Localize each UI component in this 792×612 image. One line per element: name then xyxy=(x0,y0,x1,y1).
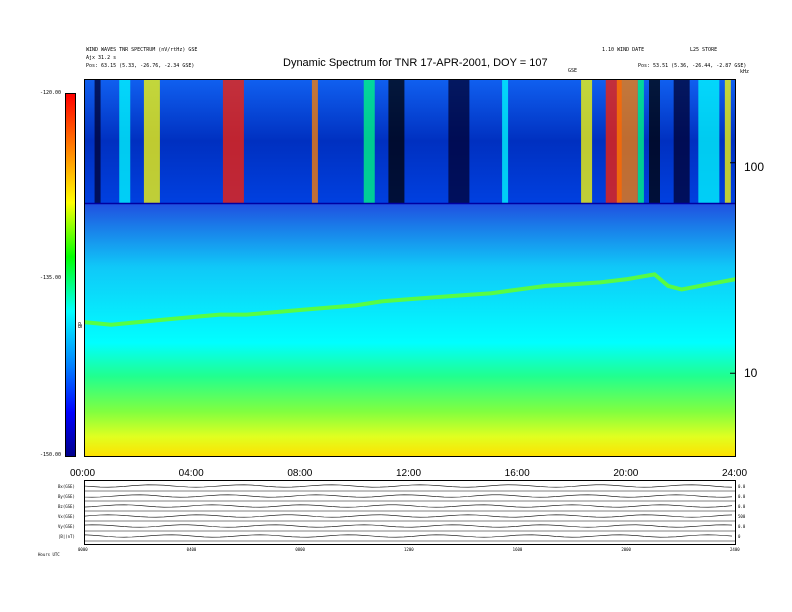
burst-mark xyxy=(673,79,690,204)
header-left-line1: WIND WAVES TNR SPECTRUM (nV/rtHz) GSE xyxy=(86,47,198,53)
burst-mark xyxy=(119,79,131,204)
colorbar-tick-bottom: -150.00 xyxy=(40,452,62,458)
panel-trace xyxy=(84,484,733,488)
colorbar-label: dB xyxy=(76,322,82,329)
y-unit-label: kHz xyxy=(740,69,750,75)
colorbar xyxy=(65,93,76,457)
panel-x-tick-label: 0400 xyxy=(186,547,197,552)
y-tick-label-100: 100 xyxy=(744,160,765,174)
burst-mark xyxy=(581,79,593,204)
x-tick-label: 20:00 xyxy=(613,468,639,479)
burst-mark xyxy=(363,79,375,204)
x-tick-label: 12:00 xyxy=(396,468,422,479)
panel-x-tick-label: 2400 xyxy=(730,547,740,552)
burst-mark xyxy=(143,79,160,204)
panel-label: By(GSE) xyxy=(58,494,75,499)
spectrogram-plot xyxy=(84,79,736,457)
panel-right-tick: 0.0 xyxy=(738,484,746,489)
x-tick-label: 04:00 xyxy=(178,468,204,479)
x-tick-label: 16:00 xyxy=(504,468,530,479)
panel-x-tick-label: 0000 xyxy=(78,547,88,552)
burst-mark xyxy=(724,79,731,204)
header-left-line2: Ajx 31.2 s xyxy=(86,55,117,61)
header-right-line1: 1.10 WIND DATE xyxy=(602,47,645,53)
parameter-panels xyxy=(84,480,736,545)
colorbar-tick-mid: -135.00 xyxy=(40,275,62,281)
burst-mark xyxy=(222,79,244,204)
panel-trace xyxy=(84,524,733,528)
header-left-line3: Pos: 63.15 (5.33, -26.76, -2.34 GSE) xyxy=(86,63,195,69)
header-mid-small: GSE xyxy=(568,68,578,74)
plasma-line-series xyxy=(84,272,736,327)
colorbar-tick-top: -120.00 xyxy=(40,90,62,96)
x-tick-label: 08:00 xyxy=(287,468,313,479)
panel-label: Vy(GSE) xyxy=(58,524,75,529)
burst-mark xyxy=(616,79,638,204)
panel-right-tick: 0.0 xyxy=(738,524,746,529)
panel-trace xyxy=(84,504,733,508)
panel-label: Bz(GSE) xyxy=(58,504,75,509)
panel-label: |B|(nT) xyxy=(58,534,75,539)
burst-mark xyxy=(94,79,101,204)
panel-trace xyxy=(84,534,733,538)
panel-label: Bx(GSE) xyxy=(58,484,75,489)
panel-right-tick: 500 xyxy=(738,514,746,519)
header-right-line3: Pos: 53.51 (5.36, -26.44, -2.87 GSE) xyxy=(638,63,747,69)
panel-trace xyxy=(84,494,733,498)
burst-mark xyxy=(649,79,660,204)
y-tick-label-10: 10 xyxy=(744,366,758,380)
burst-mark xyxy=(502,79,509,204)
panel-trace xyxy=(84,514,733,518)
footer-label: Hours UTC xyxy=(38,552,60,557)
panel-right-tick: 0.0 xyxy=(738,494,746,499)
burst-mark xyxy=(388,79,405,204)
x-tick-label: 00:00 xyxy=(70,468,96,479)
panel-right-tick: 0.0 xyxy=(738,504,746,509)
panel-x-tick-label: 0800 xyxy=(295,547,305,552)
panel-label: Vx(GSE) xyxy=(58,514,75,519)
x-tick-label: 24:00 xyxy=(722,468,748,479)
panel-x-tick-label: 1200 xyxy=(404,547,414,552)
burst-mark xyxy=(698,79,720,204)
panel-right-tick: 0 xyxy=(738,534,741,539)
header-right-line2: L25 STORE xyxy=(690,47,718,53)
burst-mark xyxy=(448,79,470,204)
panel-x-tick-label: 1600 xyxy=(512,547,523,552)
page-title: Dynamic Spectrum for TNR 17-APR-2001, DO… xyxy=(283,57,548,69)
panel-x-tick-label: 2000 xyxy=(621,547,631,552)
burst-mark xyxy=(311,79,318,204)
burst-mark xyxy=(637,79,644,204)
